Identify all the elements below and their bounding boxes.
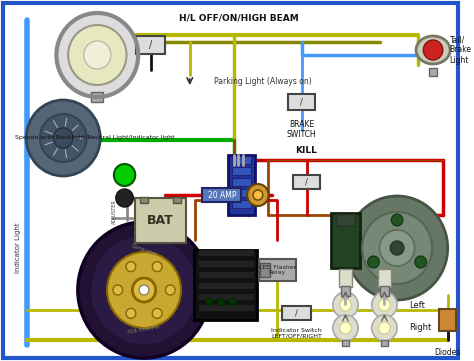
Bar	[282, 306, 311, 320]
Circle shape	[78, 222, 210, 358]
Bar	[381, 317, 388, 323]
Circle shape	[253, 190, 263, 200]
Bar	[331, 213, 360, 268]
Bar	[380, 286, 389, 296]
Bar	[198, 292, 254, 300]
Circle shape	[165, 285, 175, 295]
Text: BRAKE
SWITCH: BRAKE SWITCH	[287, 120, 317, 139]
Bar	[429, 68, 437, 76]
Bar	[202, 188, 241, 202]
Circle shape	[107, 252, 181, 328]
Bar	[259, 259, 296, 281]
Bar	[198, 282, 254, 288]
Circle shape	[114, 164, 135, 186]
Text: Indicator Switch
LEFT/OFF/RIGHT: Indicator Switch LEFT/OFF/RIGHT	[272, 328, 322, 339]
Circle shape	[340, 322, 351, 334]
Circle shape	[139, 285, 149, 295]
Bar	[293, 175, 320, 189]
Bar	[136, 36, 165, 54]
Text: BAT: BAT	[147, 213, 174, 226]
Text: /: /	[305, 178, 308, 187]
Text: /: /	[300, 97, 303, 106]
Text: Speedo with Backlight/Neutral Light/Indicator light: Speedo with Backlight/Neutral Light/Indi…	[15, 135, 174, 140]
Circle shape	[56, 13, 138, 97]
Bar	[232, 178, 251, 186]
Bar	[198, 304, 254, 310]
Text: Diodes: Diodes	[435, 348, 461, 357]
Bar	[336, 214, 355, 226]
Circle shape	[54, 128, 73, 148]
Bar	[232, 200, 251, 208]
Bar	[232, 189, 251, 197]
Text: Parking Light (Always on): Parking Light (Always on)	[214, 78, 312, 87]
Bar	[288, 94, 315, 110]
Circle shape	[116, 189, 133, 207]
Bar	[342, 340, 349, 346]
Text: H/L OFF/ON/HIGH BEAM: H/L OFF/ON/HIGH BEAM	[179, 13, 298, 22]
Circle shape	[152, 262, 162, 271]
Text: KILL: KILL	[296, 146, 318, 155]
Text: /: /	[149, 40, 153, 50]
Text: Generator: Generator	[130, 243, 158, 257]
Circle shape	[40, 114, 87, 162]
Circle shape	[126, 262, 136, 271]
Circle shape	[340, 299, 351, 311]
Text: /: /	[295, 309, 298, 318]
Circle shape	[126, 308, 136, 318]
Circle shape	[205, 298, 213, 306]
Circle shape	[84, 41, 111, 69]
Bar	[439, 309, 456, 331]
Circle shape	[247, 184, 269, 206]
Bar	[381, 340, 388, 346]
Text: Left: Left	[409, 300, 425, 309]
Bar	[228, 155, 255, 215]
Bar	[378, 269, 391, 287]
Text: Right: Right	[409, 323, 431, 332]
Circle shape	[333, 315, 358, 341]
Circle shape	[368, 256, 379, 268]
Bar	[339, 269, 352, 287]
Circle shape	[372, 315, 397, 341]
Text: FOR YAMAHA: FOR YAMAHA	[128, 325, 160, 335]
Bar	[232, 156, 251, 164]
Circle shape	[379, 322, 390, 334]
Circle shape	[362, 212, 432, 284]
Text: 20 AMP: 20 AMP	[208, 191, 236, 200]
Bar	[135, 197, 186, 243]
Text: LED Flasher
Relay: LED Flasher Relay	[259, 265, 296, 275]
Bar	[260, 263, 270, 277]
Circle shape	[113, 285, 123, 295]
Circle shape	[379, 299, 390, 311]
Circle shape	[68, 25, 127, 85]
Text: ADJUSTER: ADJUSTER	[112, 200, 118, 225]
Bar	[198, 248, 254, 256]
Bar	[342, 317, 349, 323]
Circle shape	[333, 292, 358, 318]
Bar	[198, 260, 254, 266]
Circle shape	[91, 235, 198, 345]
Circle shape	[217, 298, 225, 306]
Circle shape	[228, 298, 237, 306]
Text: Indicator Light: Indicator Light	[15, 223, 20, 273]
Text: Tail/
Brake
Light: Tail/ Brake Light	[450, 35, 472, 65]
Circle shape	[423, 40, 443, 60]
Bar	[232, 167, 251, 175]
Circle shape	[390, 241, 404, 255]
Circle shape	[415, 256, 427, 268]
Bar	[198, 270, 254, 278]
Bar	[341, 286, 350, 296]
Circle shape	[26, 100, 100, 176]
Bar	[194, 250, 257, 320]
Circle shape	[152, 308, 162, 318]
Bar	[140, 197, 148, 203]
Bar	[91, 92, 103, 102]
Ellipse shape	[416, 36, 450, 64]
Bar	[173, 197, 181, 203]
Circle shape	[391, 214, 403, 226]
Circle shape	[372, 292, 397, 318]
Circle shape	[132, 278, 156, 302]
Circle shape	[380, 230, 415, 266]
Circle shape	[346, 196, 447, 300]
